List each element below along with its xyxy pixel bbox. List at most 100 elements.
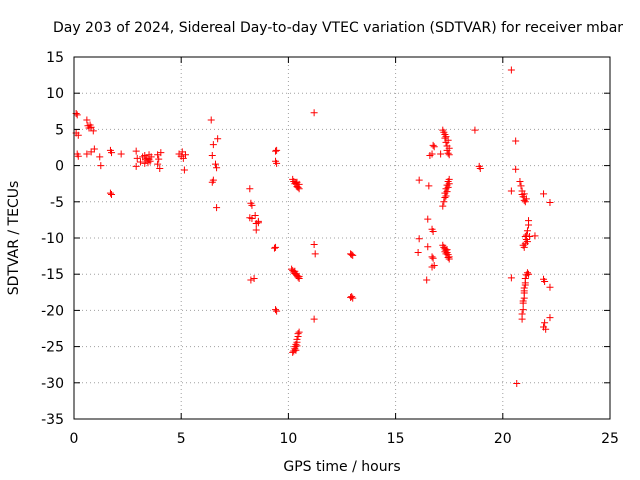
data-point (522, 195, 530, 203)
data-point (251, 212, 259, 220)
data-point (146, 157, 154, 165)
data-point (208, 151, 216, 159)
data-point (444, 183, 452, 191)
data-point (523, 238, 531, 246)
data-point (248, 214, 256, 222)
data-point (423, 276, 431, 284)
data-point (445, 151, 453, 159)
data-point (74, 152, 82, 160)
y-axis-label: SDTVAR / TECUs (6, 181, 22, 296)
data-points (72, 66, 554, 388)
data-point (517, 182, 525, 190)
data-point (523, 227, 531, 235)
data-point (415, 176, 423, 184)
data-point (293, 335, 301, 343)
data-point (513, 380, 521, 388)
data-point (442, 250, 450, 258)
y-tick-label: -20 (41, 303, 64, 319)
data-point (106, 189, 114, 197)
data-point (519, 306, 527, 314)
data-point (442, 133, 450, 141)
data-point (83, 150, 91, 158)
data-point (87, 123, 95, 131)
data-point (73, 111, 81, 119)
data-point (442, 192, 450, 200)
data-point (519, 297, 527, 305)
data-point (429, 227, 437, 235)
data-point (541, 319, 549, 327)
data-point (141, 159, 149, 167)
data-point (273, 307, 281, 315)
data-point (348, 251, 356, 259)
data-point (520, 287, 528, 295)
x-tick-label: 0 (70, 431, 79, 447)
data-point (444, 136, 452, 144)
data-point (212, 160, 220, 168)
data-point (414, 248, 422, 256)
data-point (294, 273, 302, 281)
data-point (443, 188, 451, 196)
data-point (348, 293, 356, 301)
data-point (154, 160, 162, 168)
data-point (250, 275, 258, 283)
y-tick-label: 15 (46, 50, 64, 66)
data-point (178, 148, 186, 156)
data-point (531, 232, 539, 240)
data-point (136, 158, 144, 166)
data-point (425, 182, 433, 190)
data-point (521, 281, 529, 289)
data-point (90, 145, 98, 153)
data-point (519, 241, 527, 249)
y-tick-label: -30 (41, 376, 64, 392)
data-point (293, 342, 301, 350)
y-tick-label: -25 (41, 340, 64, 356)
data-point (523, 269, 531, 277)
data-point (270, 244, 278, 252)
data-point (208, 178, 216, 186)
data-point (83, 116, 91, 124)
data-point (213, 204, 221, 212)
y-tick-label: 10 (46, 86, 64, 102)
data-point (207, 116, 215, 124)
y-tick-label: -10 (41, 231, 64, 247)
data-point (546, 199, 554, 207)
data-point (310, 315, 318, 323)
data-point (424, 243, 432, 251)
data-point (291, 267, 299, 275)
data-point (209, 141, 217, 149)
data-point (248, 201, 256, 209)
data-point (507, 274, 515, 282)
data-point (108, 149, 116, 157)
data-point (349, 294, 357, 302)
axes: 0 5 10 15 20 25 -35 -30 -25 -20 -15 -10 -5 0 5 10 15 (41, 50, 619, 447)
data-point (87, 148, 95, 156)
x-tick-label: 25 (601, 431, 619, 447)
data-point (157, 149, 165, 157)
data-point (246, 185, 254, 193)
data-point (525, 217, 533, 225)
data-point (546, 314, 554, 322)
data-point (476, 164, 484, 172)
data-point (273, 159, 281, 167)
data-point (428, 150, 436, 158)
x-axis-label: GPS time / hours (283, 459, 400, 475)
data-point (542, 325, 550, 333)
data-point (156, 164, 164, 172)
data-point (252, 226, 260, 234)
y-tick-label: -5 (50, 195, 64, 211)
data-point (429, 254, 437, 262)
data-point (526, 233, 534, 241)
data-point (214, 135, 222, 143)
data-point (254, 217, 262, 225)
data-point (272, 306, 280, 314)
data-point (294, 183, 302, 191)
data-point (293, 178, 301, 186)
data-point (97, 162, 105, 170)
grid-lines (74, 57, 610, 419)
data-point (155, 155, 163, 163)
plot-frame (73, 56, 611, 420)
data-point (522, 231, 530, 239)
x-tick-label: 20 (494, 431, 512, 447)
chart-title: Day 203 of 2024, Sidereal Day-to-day VTE… (53, 20, 623, 36)
